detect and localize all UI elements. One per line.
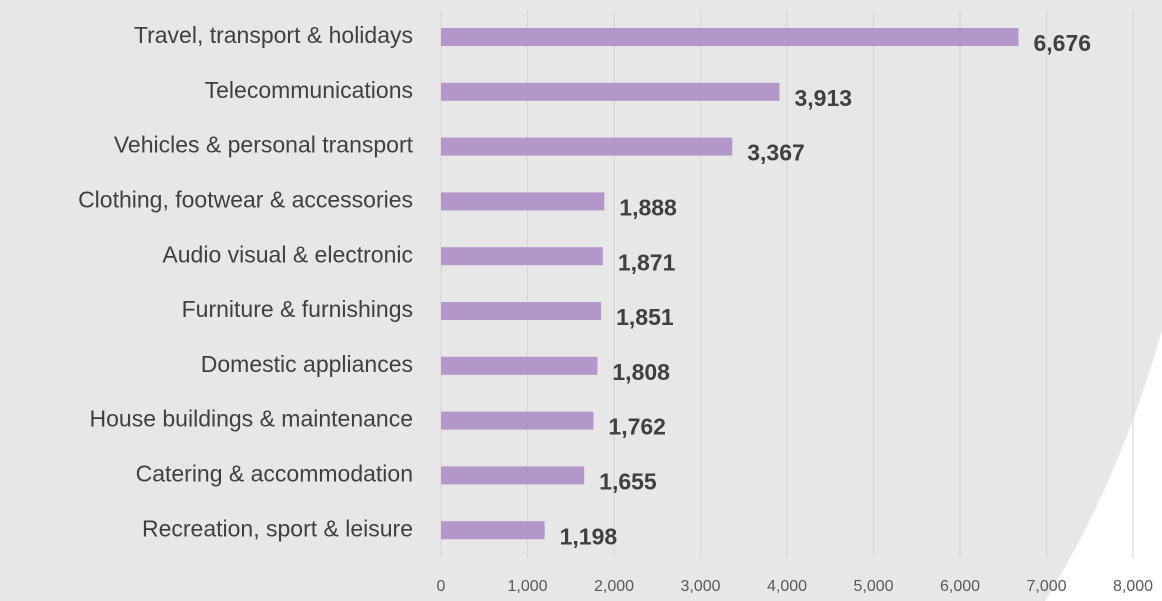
y-tick-label: Furniture & furnishings <box>182 296 413 322</box>
value-label: 1,198 <box>560 523 618 549</box>
bar <box>441 411 594 430</box>
x-tick-label: 7,000 <box>1026 578 1066 595</box>
y-tick-label: Vehicles & personal transport <box>114 132 414 158</box>
bar <box>441 466 585 485</box>
y-tick-label: Recreation, sport & leisure <box>142 515 413 541</box>
value-label: 1,808 <box>612 359 670 385</box>
y-tick-label: House buildings & maintenance <box>90 406 413 432</box>
x-tick-label: 3,000 <box>680 578 720 595</box>
y-tick-label: Catering & accommodation <box>136 460 413 486</box>
y-tick-label: Domestic appliances <box>201 351 413 377</box>
bar <box>441 137 733 156</box>
value-label: 1,888 <box>619 194 677 220</box>
value-label: 6,676 <box>1033 30 1091 56</box>
x-tick-label: 5,000 <box>853 578 893 595</box>
x-tick-label: 2,000 <box>594 578 634 595</box>
value-label: 3,913 <box>794 85 852 111</box>
value-label: 3,367 <box>747 140 805 166</box>
x-tick-label: 4,000 <box>767 578 807 595</box>
value-label: 1,871 <box>618 249 676 275</box>
value-label: 1,655 <box>599 468 657 494</box>
x-tick-label: 6,000 <box>940 578 980 595</box>
y-tick-label: Clothing, footwear & accessories <box>78 186 413 212</box>
y-tick-label: Telecommunications <box>205 77 413 103</box>
bar <box>441 302 602 320</box>
x-tick-label: 0 <box>437 578 446 595</box>
y-tick-label: Travel, transport & holidays <box>134 22 413 48</box>
bar <box>441 356 598 375</box>
value-label: 1,851 <box>616 304 674 330</box>
bar <box>441 28 1019 46</box>
bar <box>441 82 780 101</box>
value-label: 1,762 <box>608 414 666 440</box>
x-tick-label: 8,000 <box>1113 578 1153 595</box>
bar <box>441 521 545 540</box>
bar <box>441 247 603 266</box>
y-tick-label: Audio visual & electronic <box>162 241 413 267</box>
bar <box>441 192 605 211</box>
x-tick-label: 1,000 <box>507 578 547 595</box>
